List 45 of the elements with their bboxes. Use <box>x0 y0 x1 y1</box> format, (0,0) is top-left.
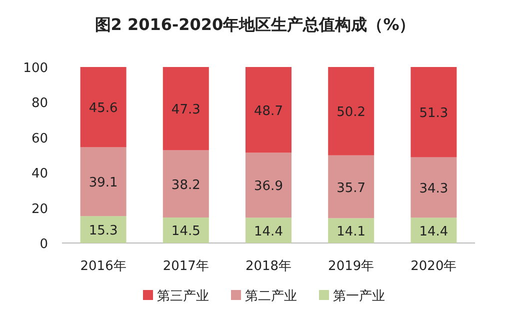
bar <box>328 67 374 156</box>
y-tick-label: 100 <box>23 61 48 76</box>
bar <box>246 218 292 243</box>
data-label: 48.7 <box>254 104 283 119</box>
x-tick-label: 2016年 <box>80 259 126 274</box>
data-label: 14.4 <box>419 224 448 240</box>
bar <box>328 218 374 243</box>
data-label: 36.9 <box>254 179 283 194</box>
bar <box>410 218 457 243</box>
legend-label: 第三产业 <box>157 289 209 304</box>
data-label: 14.1 <box>336 224 366 240</box>
bar <box>410 67 457 158</box>
data-label: 39.1 <box>88 176 118 191</box>
data-label: 47.3 <box>171 102 200 118</box>
data-label: 50.2 <box>336 105 366 120</box>
data-label: 14.5 <box>171 224 200 240</box>
bar <box>410 157 457 218</box>
data-label: 34.3 <box>419 181 448 196</box>
x-tick-label: 2019年 <box>328 259 374 274</box>
x-tick-label: 2018年 <box>245 259 292 274</box>
legend-label: 第一产业 <box>333 289 385 304</box>
bar <box>80 147 126 216</box>
bar <box>80 67 126 148</box>
data-label: 14.4 <box>254 224 283 240</box>
data-label: 45.6 <box>88 101 118 116</box>
data-label: 35.7 <box>336 180 366 196</box>
bar <box>246 152 292 218</box>
y-tick-label: 0 <box>40 237 48 252</box>
data-label: 38.2 <box>171 178 200 193</box>
bar <box>162 67 209 150</box>
chart-title: 图2 2016-2020年地区生产总值构成（%） <box>94 15 416 34</box>
legend-label: 第二产业 <box>245 289 297 304</box>
bar <box>162 217 209 243</box>
x-tick-label: 2020年 <box>410 259 457 274</box>
x-tick-label: 2017年 <box>162 259 209 274</box>
data-label: 15.3 <box>88 224 118 239</box>
y-tick-label: 40 <box>31 166 48 182</box>
bar <box>328 155 374 218</box>
bar <box>162 150 209 218</box>
y-tick-label: 60 <box>31 131 48 146</box>
y-tick-label: 20 <box>31 202 48 217</box>
bar <box>246 67 292 153</box>
data-label: 51.3 <box>419 106 448 122</box>
bar <box>80 216 126 243</box>
y-tick-label: 80 <box>31 96 48 112</box>
